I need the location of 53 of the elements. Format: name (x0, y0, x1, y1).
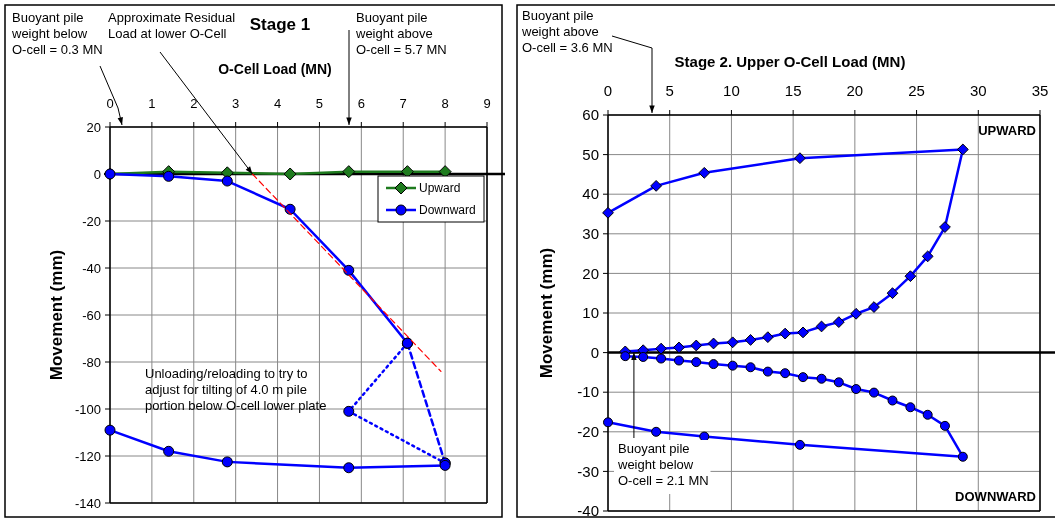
x-tick-label: 0 (106, 96, 114, 111)
x-tick-label: 9 (483, 96, 491, 111)
y-tick-label: -120 (74, 448, 101, 464)
y-tick-label: 50 (582, 145, 599, 163)
y-tick-label: -60 (82, 307, 101, 323)
y-tick-label: 20 (86, 119, 101, 135)
y-tick-label: -40 (577, 502, 599, 520)
y-axis-title: Movement (mm) (537, 247, 556, 379)
series-label: UPWARD (978, 123, 1036, 139)
x-tick-label: 15 (784, 82, 802, 99)
y-tick-label: -140 (74, 495, 101, 511)
annotation: Buoyant pile weight below O-cell = 2.1 MN (617, 441, 709, 488)
text: Buoyant pile weight below O-cell = 0.3 MN (11, 10, 103, 57)
y-tick-label: -20 (577, 423, 599, 441)
chart-title: Stage 1 (249, 15, 311, 34)
legend-label: Downward (419, 203, 476, 218)
x-tick-label: 0 (603, 82, 613, 99)
x-axis-title: Stage 2. Upper O-Cell Load (MN) (674, 53, 906, 70)
y-tick-label: -30 (577, 462, 599, 480)
x-tick-label: 4 (273, 96, 282, 111)
x-axis-title: O-Cell Load (MN) (218, 61, 332, 77)
x-tick-label: 30 (969, 82, 987, 99)
x-tick-label: 35 (1031, 82, 1049, 99)
x-tick-label: 7 (399, 96, 407, 111)
annotation: Unloading/reloading to try to adjust for tilting of 4.0 m pile portion below O-cell lower plate (145, 366, 327, 413)
text: Buoyant pile weight above O-cell = 5.7 MN (355, 10, 447, 57)
y-tick-label: 60 (582, 106, 599, 124)
y-tick-label: -100 (74, 401, 101, 417)
y-tick-label: 0 (93, 166, 101, 182)
text: Buoyant pile weight above O-cell = 3.6 MN (521, 8, 613, 55)
x-tick-label: 20 (846, 82, 864, 99)
y-tick-label: 20 (582, 264, 599, 282)
x-tick-label: 6 (357, 96, 365, 111)
y-tick-label: 10 (582, 304, 599, 322)
x-tick-label: 10 (723, 82, 740, 99)
x-tick-label: 3 (232, 96, 240, 111)
x-tick-label: 2 (190, 96, 198, 111)
y-tick-label: -20 (82, 213, 101, 229)
y-tick-label: -40 (82, 260, 101, 276)
x-tick-label: 1 (148, 96, 156, 111)
x-tick-label: 25 (908, 82, 925, 99)
y-tick-label: -10 (577, 383, 599, 401)
x-tick-label: 5 (665, 82, 674, 99)
x-tick-label: 8 (441, 96, 449, 111)
y-tick-label: -80 (82, 354, 101, 370)
annotation: Approximate Residual Load at lower O-Cell (108, 10, 236, 41)
x-tick-label: 5 (315, 96, 324, 111)
legend-label: Upward (419, 181, 461, 196)
y-tick-label: 0 (590, 343, 599, 361)
text: DOWNWARD (955, 489, 1036, 504)
y-tick-label: 40 (582, 185, 599, 203)
y-tick-label: 30 (582, 225, 599, 243)
y-axis-title: Movement (mm) (47, 249, 66, 381)
